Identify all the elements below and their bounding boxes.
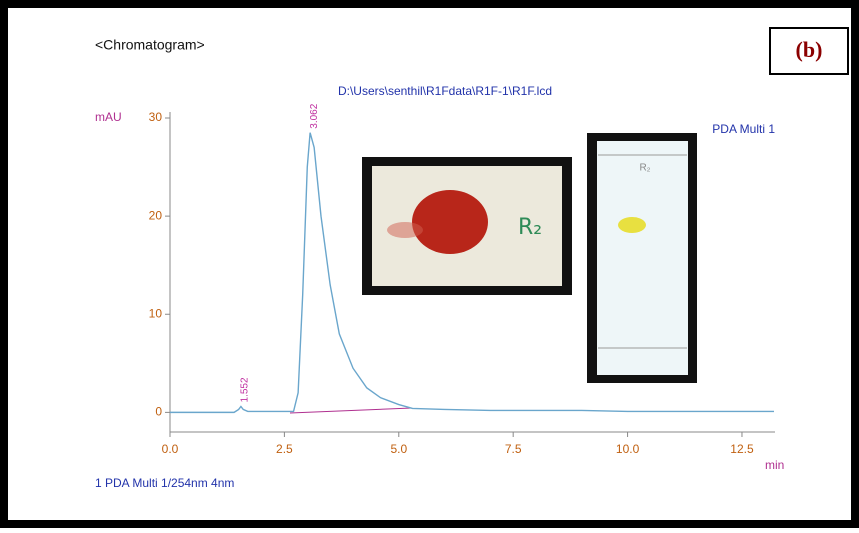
y-tick-label: 10 [149, 306, 163, 320]
sample-spot [412, 190, 488, 254]
y-axis-label: mAU [95, 110, 122, 124]
x-tick-label: 5.0 [390, 442, 407, 456]
x-tick-label: 7.5 [505, 442, 522, 456]
panel-label: (b) [796, 37, 823, 62]
line-series [170, 132, 774, 414]
peak-label: 1.552 [240, 377, 251, 402]
chart-title: <Chromatogram> [95, 37, 205, 53]
y-tick-label: 20 [149, 208, 163, 222]
x-tick-label: 0.0 [162, 442, 179, 456]
y-tick-label: 0 [155, 405, 162, 419]
footnote: 1 PDA Multi 1/254nm 4nm [95, 476, 234, 490]
x-axis-label: min [765, 458, 784, 472]
peak-label: 3.062 [309, 103, 320, 128]
panel-box [769, 27, 849, 75]
subtitle: D:\Users\senthil\R1Fdata\R1F-1\R1F.lcd [338, 84, 552, 98]
legend-label: PDA Multi 1 [712, 122, 775, 136]
sample-dust [387, 222, 423, 238]
x-tick-label: 2.5 [276, 442, 293, 456]
x-tick-label: 10.0 [616, 442, 640, 456]
tlc-spot [618, 217, 646, 233]
y-tick-label: 30 [149, 110, 163, 124]
tlc-plate [597, 141, 688, 375]
integration-baseline [289, 407, 413, 414]
inset-label: R₂ [518, 215, 542, 240]
tlc-label: R₂ [639, 163, 650, 174]
x-tick-label: 12.5 [730, 442, 754, 456]
